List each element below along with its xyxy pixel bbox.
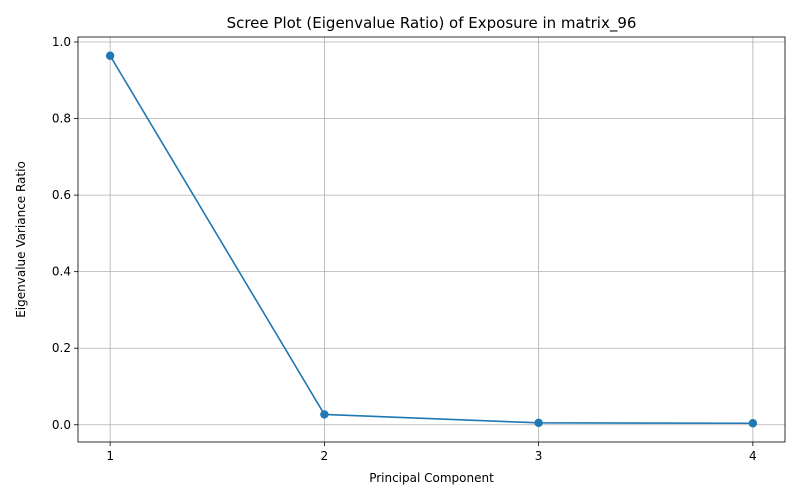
x-tick-label: 2 (321, 449, 329, 463)
y-tick-label: 0.0 (52, 418, 71, 432)
plot-frame (77, 36, 786, 443)
data-point (748, 419, 758, 428)
x-tick-label: 4 (749, 449, 757, 463)
data-point (105, 51, 115, 60)
x-tick-label: 3 (535, 449, 543, 463)
data-point (534, 418, 543, 428)
series-line (109, 55, 753, 425)
series-layer (105, 51, 758, 428)
chart-title: Scree Plot (Eigenvalue Ratio) of Exposur… (227, 14, 637, 33)
data-point (320, 410, 329, 419)
y-tick-label: 0.4 (52, 265, 71, 279)
y-axis-label: Eigenvalue Variance Ratio (14, 161, 28, 318)
axis-ticks: 1 2 3 4 0.0 0.2 0.4 0.6 0.8 1.0 (52, 35, 757, 463)
y-tick-label: 0.6 (52, 188, 71, 202)
x-axis-label: Principal Component (369, 471, 494, 485)
y-tick-label: 0.8 (52, 112, 71, 126)
y-tick-label: 1.0 (52, 35, 71, 49)
grid-lines (78, 37, 785, 442)
y-tick-label: 0.2 (52, 341, 71, 355)
x-tick-label: 1 (106, 449, 114, 463)
